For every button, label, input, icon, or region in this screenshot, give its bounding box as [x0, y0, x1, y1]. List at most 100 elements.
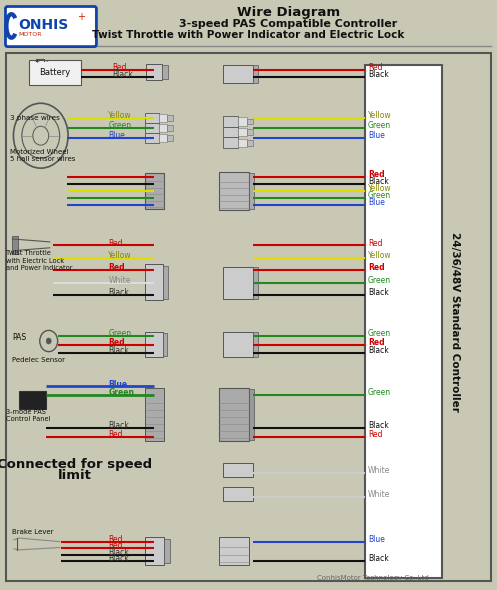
Text: Red: Red — [108, 238, 123, 248]
Bar — [145, 133, 159, 143]
Bar — [238, 117, 247, 126]
Bar — [159, 114, 167, 122]
Bar — [146, 64, 162, 80]
Bar — [159, 124, 167, 132]
Text: Black: Black — [368, 288, 389, 297]
Bar — [253, 65, 258, 83]
Bar — [167, 115, 173, 121]
Bar — [223, 463, 253, 477]
Text: Red: Red — [368, 337, 384, 347]
Text: Black: Black — [112, 70, 133, 79]
Text: 3-mode PAS: 3-mode PAS — [6, 409, 46, 415]
Bar — [238, 128, 247, 136]
Text: Black: Black — [108, 421, 129, 430]
Text: Black: Black — [108, 554, 129, 563]
Text: Red: Red — [112, 63, 126, 72]
Text: Motorized Wheel: Motorized Wheel — [10, 149, 69, 155]
Text: Green: Green — [368, 191, 391, 201]
Text: ConhisMotor Technology Co.,Ltd: ConhisMotor Technology Co.,Ltd — [317, 575, 428, 581]
Text: Red: Red — [368, 238, 382, 248]
Bar — [145, 264, 163, 300]
Bar — [249, 389, 254, 440]
Text: Red: Red — [368, 263, 384, 273]
Text: PAS: PAS — [12, 333, 26, 342]
Text: Yellow: Yellow — [108, 111, 132, 120]
Text: +   -: + - — [35, 59, 48, 64]
Text: Red: Red — [368, 430, 382, 439]
Bar — [238, 139, 247, 147]
Bar — [223, 267, 253, 299]
Text: Black: Black — [108, 548, 129, 557]
FancyBboxPatch shape — [5, 6, 96, 47]
Bar — [145, 332, 163, 357]
Bar — [145, 537, 164, 565]
Text: White: White — [368, 490, 390, 499]
Text: Yellow: Yellow — [368, 184, 392, 194]
Text: Green: Green — [368, 388, 391, 398]
Bar — [145, 113, 159, 123]
Bar — [365, 65, 442, 578]
Text: Blue: Blue — [108, 379, 127, 389]
Bar — [247, 140, 253, 146]
Bar — [219, 537, 249, 565]
Text: Green: Green — [108, 329, 132, 339]
Bar — [164, 539, 170, 563]
Bar — [19, 391, 46, 409]
Text: White: White — [108, 276, 131, 285]
Text: White: White — [368, 466, 390, 476]
Bar — [249, 173, 254, 209]
Text: Red: Red — [108, 430, 123, 439]
Text: Twist Throttle with Power Indicator and Electric Lock: Twist Throttle with Power Indicator and … — [92, 31, 405, 40]
Text: Yellow: Yellow — [368, 251, 392, 260]
Bar — [145, 388, 164, 441]
Text: and Power Indicator: and Power Indicator — [6, 266, 73, 271]
Text: Black: Black — [108, 288, 129, 297]
Text: Red: Red — [108, 541, 123, 550]
Bar — [223, 487, 253, 501]
Bar — [145, 123, 159, 133]
Bar — [223, 127, 238, 137]
Text: 3-speed PAS Compatible Controller: 3-speed PAS Compatible Controller — [179, 19, 398, 28]
Text: Green: Green — [368, 276, 391, 285]
Text: 3 phase wires: 3 phase wires — [10, 115, 60, 121]
Text: Black: Black — [108, 346, 129, 355]
Text: Red: Red — [368, 170, 384, 179]
Bar — [162, 65, 168, 79]
Text: Green: Green — [368, 329, 391, 339]
Text: with Electric Lock: with Electric Lock — [6, 258, 65, 264]
Text: Blue: Blue — [368, 198, 385, 208]
Bar — [29, 60, 81, 85]
Bar — [223, 65, 253, 83]
Bar — [159, 134, 167, 142]
Bar — [163, 266, 168, 299]
Text: Blue: Blue — [368, 131, 385, 140]
Bar — [223, 332, 253, 357]
Text: Yellow: Yellow — [108, 251, 132, 260]
Text: Green: Green — [368, 121, 391, 130]
Bar — [223, 116, 238, 127]
Text: limit: limit — [58, 469, 91, 482]
Bar — [223, 137, 238, 148]
Text: Yellow: Yellow — [368, 111, 392, 120]
Text: 24/36/48V Standard Controller: 24/36/48V Standard Controller — [450, 232, 460, 411]
Text: Control Panel: Control Panel — [6, 417, 51, 422]
Text: ONHIS: ONHIS — [18, 18, 68, 32]
Text: Red: Red — [108, 535, 123, 544]
Bar — [167, 125, 173, 131]
Circle shape — [46, 338, 51, 344]
Bar — [219, 388, 249, 441]
Text: Red: Red — [368, 63, 382, 72]
Text: Red: Red — [108, 337, 125, 347]
Text: Black: Black — [368, 177, 389, 186]
Text: MOTOR: MOTOR — [18, 32, 41, 37]
Bar — [219, 172, 249, 210]
Text: Black: Black — [368, 70, 389, 79]
Bar — [145, 173, 164, 209]
Text: Pedelec Sensor: Pedelec Sensor — [12, 357, 66, 363]
Bar — [247, 119, 253, 124]
Bar — [6, 53, 491, 581]
Text: Red: Red — [108, 263, 125, 273]
Text: Blue: Blue — [108, 131, 125, 140]
Bar — [253, 332, 258, 357]
Text: Brake Lever: Brake Lever — [12, 529, 54, 535]
